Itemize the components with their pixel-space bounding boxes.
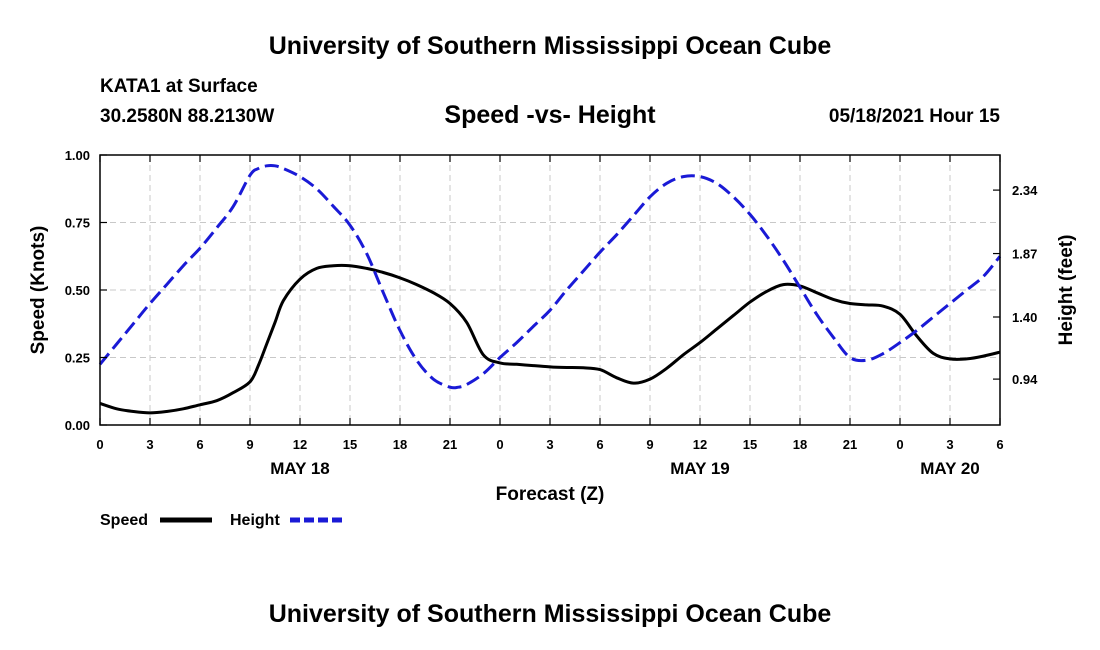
series-line-speed <box>99 263 1001 415</box>
y-tick-label: 0.50 <box>65 283 90 298</box>
legend: Speed Height <box>100 512 342 529</box>
forecast-datetime: 05/18/2021 Hour 15 <box>828 106 1000 127</box>
grid-lines <box>100 155 1000 425</box>
y-tick-label: 1.00 <box>65 148 90 163</box>
y2-tick-label: 0.94 <box>1012 372 1038 387</box>
x-tick-label: 0 <box>96 437 103 452</box>
x-date-label: MAY 19 <box>670 459 730 478</box>
x-tick-label: 9 <box>646 437 653 452</box>
x-axis-label: Forecast (Z) <box>496 484 605 505</box>
y-axis-label: Speed (Knots) <box>28 226 49 355</box>
x-tick-label: 0 <box>496 437 503 452</box>
x-tick-label: 3 <box>546 437 553 452</box>
x-tick-label: 15 <box>743 437 757 452</box>
y2-axis-label: Height (feet) <box>1056 235 1077 346</box>
x-tick-label: 18 <box>793 437 807 452</box>
x-tick-label: 0 <box>896 437 903 452</box>
x-tick-label: 6 <box>196 437 203 452</box>
x-date-label: MAY 20 <box>920 459 980 478</box>
x-tick-label: 12 <box>293 437 307 452</box>
axes-group: 0 3 6 9 12 15 18 21 0 3 6 9 12 15 18 21 0 3 6 0.00 0.25 0.50 0… <box>65 148 1038 478</box>
x-tick-label: 6 <box>596 437 603 452</box>
x-date-label: MAY 18 <box>270 459 330 478</box>
y2-tick-label: 2.34 <box>1012 183 1038 198</box>
page-title: University of Southern Mississippi Ocean… <box>268 32 832 60</box>
x-tick-label: 9 <box>246 437 253 452</box>
y2-tick-label: 1.87 <box>1012 247 1037 262</box>
x-tick-label: 3 <box>946 437 953 452</box>
x-tick-label: 15 <box>343 437 357 452</box>
station-label: KATA1 at Surface <box>100 76 258 97</box>
x-tick-label: 21 <box>843 437 857 452</box>
x-tick-label: 18 <box>393 437 407 452</box>
footer-title: University of Southern Mississippi Ocean… <box>268 600 832 628</box>
x-tick-label: 21 <box>443 437 457 452</box>
series-line-height <box>98 164 1002 390</box>
chart-title: Speed -vs- Height <box>444 101 656 129</box>
series-group <box>98 164 1002 415</box>
station-coords: 30.2580N 88.2130W <box>100 106 275 127</box>
x-tick-label: 12 <box>693 437 707 452</box>
y-tick-label: 0.75 <box>65 216 90 231</box>
x-tick-label: 6 <box>996 437 1003 452</box>
x-tick-label: 3 <box>146 437 153 452</box>
y2-tick-label: 1.40 <box>1012 310 1037 325</box>
y-tick-label: 0.25 <box>65 351 90 366</box>
legend-speed-label: Speed <box>100 512 148 529</box>
legend-height-label: Height <box>230 512 280 529</box>
y-tick-label: 0.00 <box>65 418 90 433</box>
